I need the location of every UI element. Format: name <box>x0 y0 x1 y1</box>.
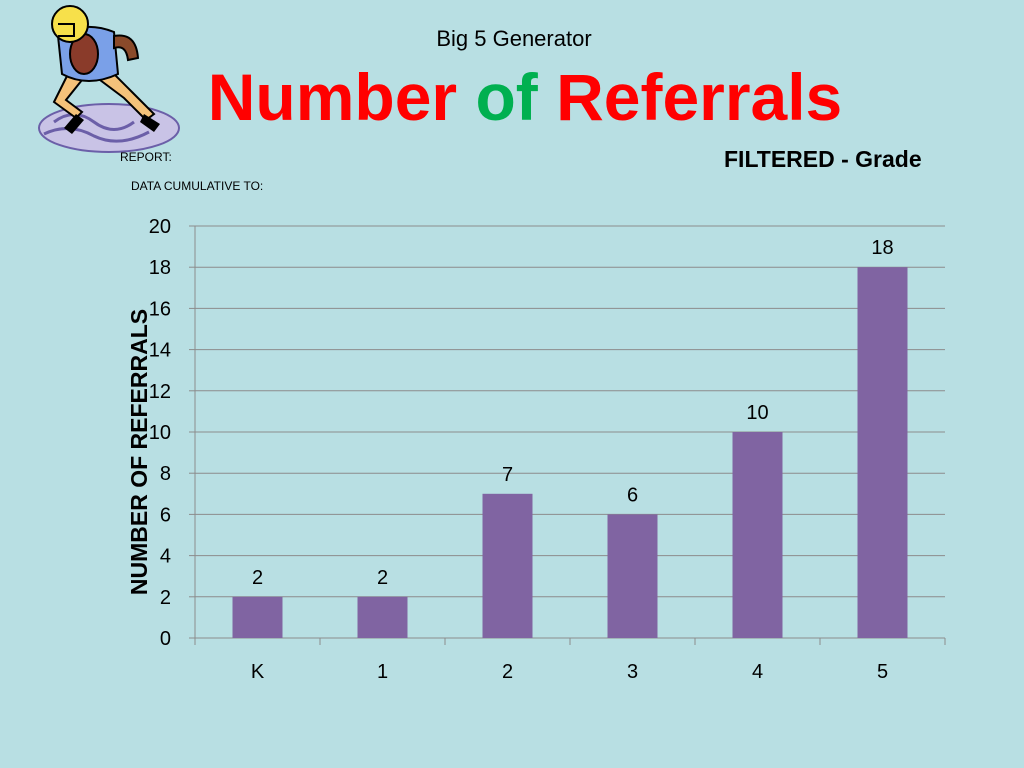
title-word-number: Number <box>207 60 458 134</box>
filter-label: FILTERED - Grade <box>724 146 922 172</box>
y-tick-label: 0 <box>160 628 171 650</box>
y-tick-label: 6 <box>160 504 171 526</box>
y-tick-label: 10 <box>149 422 171 444</box>
report-label: REPORT: <box>120 150 172 164</box>
y-tick-label: 2 <box>160 587 171 609</box>
y-tick-label: 20 <box>149 216 171 238</box>
x-tick-label: 2 <box>502 661 513 683</box>
y-tick-label: 4 <box>160 546 171 568</box>
data-label: 6 <box>627 484 638 506</box>
x-tick-label: 5 <box>877 661 888 683</box>
bar-2 <box>482 493 533 638</box>
data-label: 18 <box>871 237 893 259</box>
x-tick-label: 1 <box>377 661 388 683</box>
bar-4 <box>732 432 783 638</box>
subtitle: Big 5 Generator <box>436 26 592 51</box>
y-tick-label: 12 <box>149 381 171 403</box>
data-label: 2 <box>252 567 263 589</box>
x-tick-label: K <box>251 661 265 683</box>
bar-K <box>232 596 283 638</box>
data-label: 2 <box>377 567 388 589</box>
y-tick-label: 18 <box>149 257 171 279</box>
cumulative-label: DATA CUMULATIVE TO: <box>131 179 264 193</box>
data-label: 10 <box>746 402 768 424</box>
bar-3 <box>607 514 658 638</box>
football-player-icon <box>38 5 180 153</box>
y-tick-label: 16 <box>149 298 171 320</box>
x-tick-label: 4 <box>752 661 763 683</box>
y-axis-label: NUMBER OF REFERRALS <box>126 309 152 595</box>
x-tick-label: 3 <box>627 661 638 683</box>
y-tick-label: 8 <box>160 463 171 485</box>
bar-1 <box>357 596 408 638</box>
page-title: Number of Referrals <box>180 58 870 136</box>
bar-5 <box>857 267 908 638</box>
y-tick-label: 14 <box>149 340 171 362</box>
title-word-referrals: Referrals <box>556 60 843 134</box>
data-label: 7 <box>502 464 513 486</box>
title-word-of: of <box>475 60 538 134</box>
